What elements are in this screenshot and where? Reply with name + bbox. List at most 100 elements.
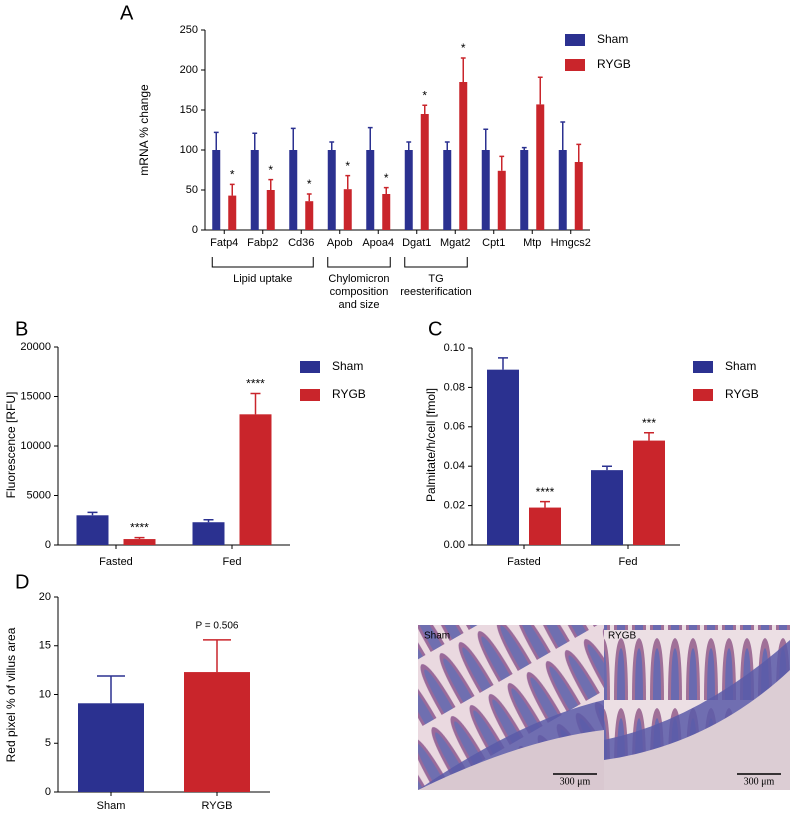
error-bar [345, 174, 351, 190]
bar [343, 189, 352, 230]
bar [591, 470, 623, 545]
micrograph-label: Sham [424, 631, 450, 642]
micrograph-sham: Sham 300 μm [418, 625, 604, 790]
error-bar [213, 131, 219, 150]
error-bar [383, 186, 389, 194]
bar [305, 201, 314, 230]
error-bar [252, 132, 258, 150]
y-axis-title: mRNA % change [137, 84, 151, 176]
x-tick-label: Apob [327, 237, 353, 249]
group-label: Chylomicron [328, 273, 389, 285]
x-tick-label: Mtp [523, 237, 541, 249]
panel-label: D [15, 571, 29, 593]
y-tick-label: 0.06 [444, 421, 465, 433]
y-tick-label: 5000 [27, 489, 51, 501]
group-bracket [211, 257, 314, 268]
bar [536, 104, 545, 230]
legend-label: RYGB [597, 57, 631, 71]
error-bar [602, 465, 612, 471]
error-bar [498, 357, 508, 370]
bar [558, 150, 567, 230]
legend-swatch [565, 34, 585, 46]
significance-label: * [461, 41, 466, 55]
bar [529, 507, 561, 545]
y-tick-label: 10 [39, 688, 51, 700]
error-bar [229, 183, 235, 196]
group-label: TG [428, 273, 443, 285]
y-tick-label: 0.08 [444, 381, 465, 393]
bar [404, 150, 413, 230]
bar [212, 150, 221, 230]
bar [633, 440, 665, 545]
error-bar [203, 519, 214, 523]
error-bar [537, 76, 543, 105]
error-bar [576, 143, 582, 162]
group-label: and size [339, 299, 380, 311]
error-bar [87, 511, 98, 516]
bar [123, 539, 156, 545]
legend-swatch [300, 361, 320, 373]
error-bar [460, 57, 466, 82]
y-tick-label: 100 [180, 144, 198, 156]
error-bar [540, 500, 550, 508]
y-tick-label: 0 [45, 539, 51, 551]
y-tick-label: 20000 [20, 341, 51, 353]
error-bar [97, 675, 125, 704]
bar [382, 194, 391, 230]
error-bar [134, 536, 145, 540]
error-bar [422, 104, 428, 114]
bar [420, 114, 429, 230]
legend-label: Sham [332, 359, 363, 373]
panel-label: B [15, 318, 28, 340]
significance-label: * [307, 177, 312, 191]
x-tick-label: Cpt1 [482, 237, 505, 249]
error-bar [560, 121, 566, 150]
x-tick-label: Fasted [507, 556, 541, 568]
error-bar [499, 155, 505, 171]
legend-label: RYGB [332, 387, 366, 401]
micrograph-rygb: RYGB 300 μm [604, 625, 790, 790]
group-label: composition [330, 286, 389, 298]
y-axis-title: Fluorescence [RFU] [4, 392, 18, 499]
group-label: Lipid uptake [233, 273, 292, 285]
x-tick-label: Cd36 [288, 237, 314, 249]
group-label: reesterification [400, 286, 472, 298]
error-bar [290, 127, 296, 150]
y-tick-label: 15 [39, 640, 51, 652]
group-bracket [327, 257, 391, 268]
bar [459, 82, 468, 230]
x-tick-label: Fed [619, 556, 638, 568]
significance-label: * [345, 159, 350, 173]
error-bar [444, 141, 450, 150]
y-tick-label: 20 [39, 591, 51, 603]
significance-label: * [384, 171, 389, 185]
x-tick-label: Fasted [99, 556, 133, 568]
y-tick-label: 0 [192, 224, 198, 236]
legend-swatch [565, 59, 585, 71]
bar [239, 414, 272, 545]
y-tick-label: 200 [180, 64, 198, 76]
x-tick-label: RYGB [202, 800, 233, 812]
error-bar [521, 146, 527, 150]
significance-label: * [268, 163, 273, 177]
legend-swatch [300, 389, 320, 401]
significance-label: **** [130, 521, 149, 535]
x-tick-label: Fatp4 [210, 237, 238, 249]
y-tick-label: 0.10 [444, 342, 465, 354]
bar [250, 150, 259, 230]
y-tick-label: 15000 [20, 390, 51, 402]
panel-label: A [120, 2, 134, 24]
bar [192, 522, 225, 545]
significance-label: *** [642, 416, 656, 430]
x-tick-label: Apoa4 [362, 237, 394, 249]
scale-bar-label: 300 μm [560, 776, 591, 787]
error-bar [250, 392, 261, 415]
bar [184, 672, 250, 792]
bar [289, 150, 298, 230]
x-tick-label: Dgat1 [402, 237, 431, 249]
bar [487, 369, 519, 545]
bar [327, 150, 336, 230]
error-bar [483, 128, 489, 150]
